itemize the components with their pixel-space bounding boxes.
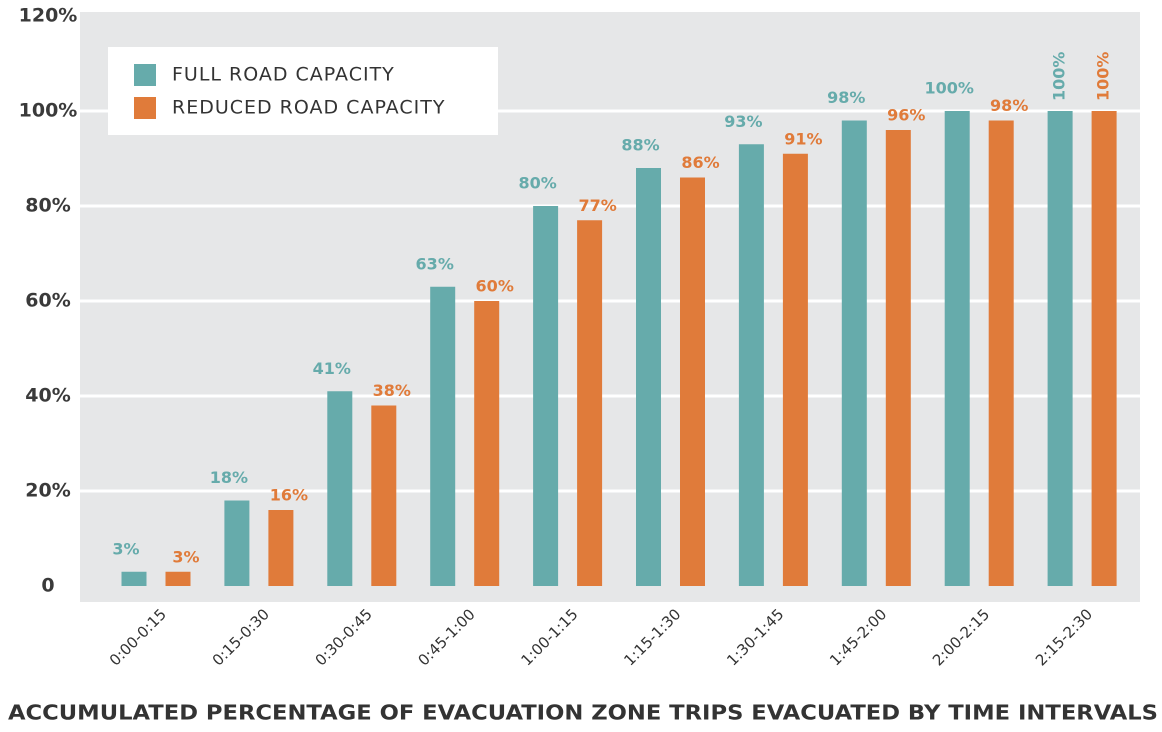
x-tick-label: 1:00-1:15 xyxy=(517,605,581,669)
y-tick-label: 0 xyxy=(41,575,54,597)
value-label: 63% xyxy=(416,254,454,273)
y-tick-label: 120% xyxy=(19,5,78,27)
legend-box xyxy=(108,47,498,135)
legend-swatch xyxy=(134,64,156,86)
bar xyxy=(327,391,353,586)
bar xyxy=(1047,111,1073,586)
y-tick-label: 60% xyxy=(25,290,70,312)
value-label: 16% xyxy=(270,486,308,505)
value-label: 18% xyxy=(210,468,248,487)
bar xyxy=(885,130,911,586)
bar xyxy=(224,500,250,586)
value-label: 98% xyxy=(990,96,1028,115)
value-label: 41% xyxy=(313,359,351,378)
y-tick-label: 40% xyxy=(25,385,70,407)
x-tick-label: 0:45-1:00 xyxy=(415,605,479,669)
x-tick-label: 0:15-0:30 xyxy=(209,605,273,669)
bar xyxy=(738,144,764,586)
value-label: 100% xyxy=(924,79,973,98)
x-axis-title: ACCUMULATED PERCENTAGE OF EVACUATION ZON… xyxy=(8,701,1158,725)
value-label: 38% xyxy=(373,381,411,400)
y-tick-label: 100% xyxy=(19,100,78,122)
value-label: 3% xyxy=(172,547,199,566)
bar xyxy=(121,571,147,586)
value-label: 86% xyxy=(681,153,719,172)
value-label: 77% xyxy=(578,196,616,215)
value-label: 60% xyxy=(476,277,514,296)
bar xyxy=(841,120,867,586)
value-label: 100% xyxy=(1094,52,1113,101)
bar xyxy=(268,510,294,586)
bar xyxy=(680,177,705,586)
bar xyxy=(474,301,500,586)
bar xyxy=(782,153,808,586)
legend-swatch xyxy=(134,97,156,119)
bar xyxy=(577,220,603,586)
bar xyxy=(533,206,559,586)
value-label: 100% xyxy=(1050,52,1069,101)
bar xyxy=(371,405,397,586)
bar xyxy=(430,286,456,586)
x-tick-label: 0:00-0:15 xyxy=(106,605,170,669)
y-tick-label: 80% xyxy=(25,195,70,217)
x-tick-label: 1:30-1:45 xyxy=(723,605,787,669)
value-label: 98% xyxy=(827,88,865,107)
value-label: 3% xyxy=(112,539,139,558)
bar xyxy=(1091,111,1117,586)
bar xyxy=(944,111,970,586)
bar xyxy=(165,571,191,586)
value-label: 93% xyxy=(724,112,762,131)
bar xyxy=(636,168,661,586)
bar xyxy=(988,120,1014,586)
x-tick-label: 1:15-1:30 xyxy=(620,605,684,669)
x-tick-label: 2:00-2:15 xyxy=(929,605,993,669)
value-label: 88% xyxy=(621,136,659,155)
x-tick-label: 1:45-2:00 xyxy=(826,605,890,669)
legend-label: REDUCED ROAD CAPACITY xyxy=(172,97,445,119)
legend-label: FULL ROAD CAPACITY xyxy=(172,64,395,86)
x-tick-label: 2:15-2:30 xyxy=(1032,605,1096,669)
value-label: 91% xyxy=(784,129,822,148)
y-tick-label: 20% xyxy=(25,480,70,502)
value-label: 80% xyxy=(518,174,556,193)
x-tick-label: 0:30-0:45 xyxy=(312,605,376,669)
value-label: 96% xyxy=(887,106,925,125)
